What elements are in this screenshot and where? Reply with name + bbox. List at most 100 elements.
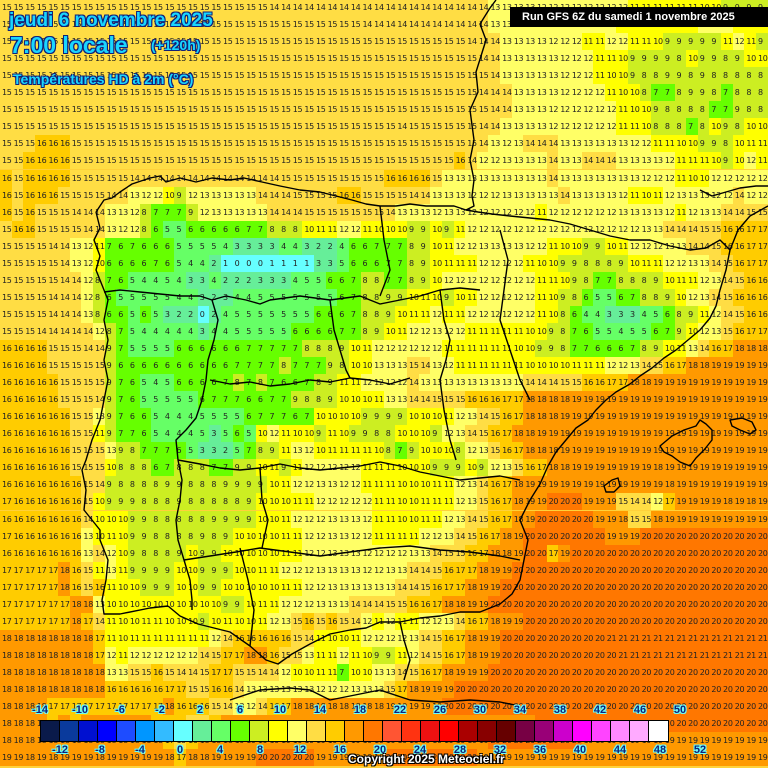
temperature-cell [174,16,187,34]
temperature-cell [69,16,82,34]
temperature-cell [220,16,233,34]
temperature-cell [465,0,478,16]
temperature-cell [488,16,501,34]
temperature-cell [383,16,396,34]
temperature-cell [232,16,245,34]
temperature-cell [500,16,513,34]
temperature-cell [232,0,245,16]
temperature-cell [441,16,454,34]
temperature-cell [46,0,59,16]
temperature-cell [81,0,94,16]
temperature-cell [23,0,36,16]
temperature-cell [244,16,257,34]
temperature-cell [430,0,443,16]
temperature-cell [314,0,326,16]
temperature-cell [58,16,71,34]
temperature-cell [104,33,117,51]
temperature-cell [104,16,117,34]
temperature-cell [93,33,106,51]
temperature-cell [314,16,326,34]
temperature-cell [11,0,24,16]
temperature-cell [81,33,94,51]
temperature-cell [476,16,489,34]
temperature-cell [244,0,257,16]
temperature-cell [116,16,129,34]
temperature-cell [197,16,210,34]
temperature-cell [360,0,373,16]
temperature-cell [0,16,12,34]
temperature-cell [197,0,210,16]
temperature-cell [290,16,303,34]
temperature-cell [302,16,315,34]
temperature-cell [453,16,466,34]
temperature-cell [174,0,187,16]
temperature-cell [81,16,94,34]
temperature-cell [348,16,361,34]
temperature-cell [104,0,117,16]
temperature-cell [279,0,292,16]
temperature-cell [337,16,350,34]
temperature-cell [465,16,478,34]
temperature-cell [151,0,164,16]
temperature-cell [337,0,350,16]
temperature-cell [46,33,59,51]
temperature-cell [407,0,420,16]
temperature-cell [127,0,140,16]
temperature-cell [360,16,373,34]
temperature-cell [290,0,303,16]
temperature-cell [151,16,164,34]
temperature-cell [11,33,24,51]
temperature-cell [34,0,47,16]
temperature-cell [488,0,501,16]
temperature-cell [93,16,106,34]
temperature-cell [46,16,59,34]
temperature-cell [11,16,24,34]
temperature-cell [348,0,361,16]
temperature-cell [209,0,222,16]
temperature-cell [255,0,268,16]
temperature-cell [453,0,466,16]
temperature-cell [395,0,408,16]
temperature-cell [372,0,385,16]
temperature-cell [220,0,233,16]
temperature-cell [162,16,175,34]
temperature-cell [93,0,106,16]
temperature-cell [441,0,454,16]
temperature-cell [23,33,36,51]
temperature-cell [476,0,489,16]
temperature-cell [34,16,47,34]
temperature-cell [116,0,129,16]
temperature-cell [186,0,199,16]
temperature-cell [69,33,82,51]
temperature-cell [127,16,140,34]
temperature-cell [58,0,71,16]
temperature-cell [279,16,292,34]
temperature-cell [186,16,199,34]
temperature-cell [162,0,175,16]
temperature-cell [418,0,431,16]
temperature-cell [267,0,280,16]
temperature-cell [23,16,36,34]
temperature-cell [139,16,152,34]
temperature-cell [383,0,396,16]
temperature-cell [255,16,268,34]
temperature-cell [372,16,385,34]
temperature-cell [267,16,280,34]
temperature-cell [139,0,152,16]
temperature-cell [0,0,12,16]
temperature-cell [418,16,431,34]
temperature-cell [500,0,513,16]
temperature-cell [325,0,338,16]
temperature-cell [209,16,222,34]
temperature-cell [395,16,408,34]
temperature-cell [430,16,443,34]
temperature-cell [58,33,71,51]
temperature-cell [407,16,420,34]
temperature-cell [0,33,12,51]
temperature-cell [69,0,82,16]
temperature-cell [34,33,47,51]
temperature-cell [325,16,338,34]
temperature-cell [302,0,315,16]
